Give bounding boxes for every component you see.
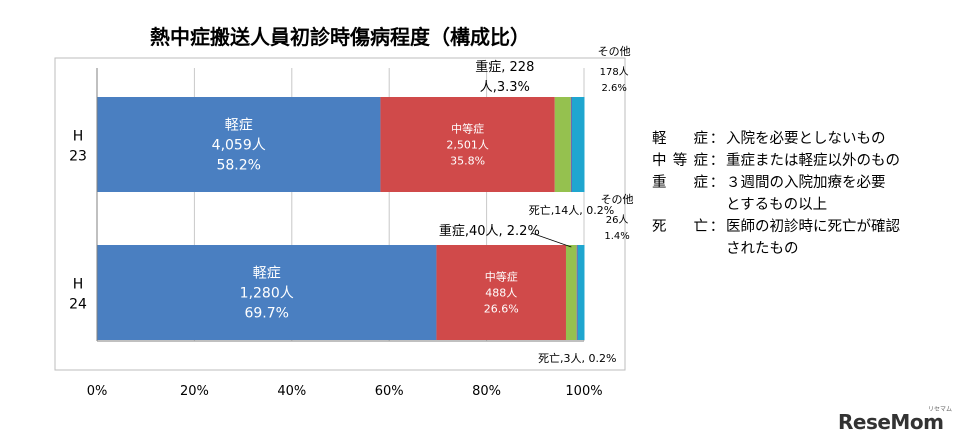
callout-label: 人,3.3% <box>480 80 530 95</box>
legend-row: 中等症：重症または軽症以外のもの <box>652 150 900 172</box>
legend-separator <box>708 238 726 260</box>
callout-label: 重症, 228 <box>475 59 534 75</box>
watermark-logo: ReseMom <box>838 410 944 434</box>
legend-row: とするもの以上 <box>652 194 900 216</box>
segment-label: 488人 <box>485 286 517 299</box>
legend-term: 死亡 <box>652 219 708 235</box>
bar-segment <box>97 97 381 192</box>
legend-row: 死亡：医師の初診時に死亡が確認 <box>652 216 900 238</box>
segment-label: 1,280人 <box>240 285 294 301</box>
callout-label: 1.4% <box>604 231 629 242</box>
definitions-legend: 軽症：入院を必要としないもの 中等症：重症または軽症以外のもの 重症： ３週間の入院加… <box>652 128 900 260</box>
data-labels: 軽症 4,059人 58.2% 中等症 2,501人 35.8% 軽症 1,280人 69.7%… <box>212 45 634 365</box>
callout-leader <box>531 232 572 248</box>
callout-label: 178人 <box>600 66 629 78</box>
legend-row: 重症： ３週間の入院加療を必要 <box>652 172 900 194</box>
legend-term: 重症 <box>652 175 708 191</box>
x-tick-label: 20% <box>180 384 209 399</box>
legend-term <box>652 238 708 260</box>
segment-label: 26.6% <box>484 302 519 315</box>
bar-segment <box>554 97 571 192</box>
bar-segment <box>97 245 437 340</box>
x-tick-label: 0% <box>87 384 108 399</box>
legend-term: 軽症 <box>652 131 708 147</box>
bar-segment <box>577 245 585 340</box>
segment-label: 中等症 <box>451 121 484 135</box>
category-label: 23 <box>69 149 87 165</box>
segment-label: 58.2% <box>216 157 260 173</box>
callout-label: 死亡,3人, 0.2% <box>538 351 616 365</box>
segment-label: 2,501人 <box>446 138 489 151</box>
x-tick-label: 100% <box>565 384 602 399</box>
callout-label: 2.6% <box>601 83 626 94</box>
legend-description: ３週間の入院加療を必要 <box>726 175 886 191</box>
legend-description: 重症または軽症以外のもの <box>726 153 900 169</box>
legend-description: されたもの <box>726 241 799 257</box>
legend-separator: ： <box>709 153 725 169</box>
bar-segment <box>570 97 573 192</box>
legend-separator: ： <box>709 131 725 147</box>
legend-description: 医師の初診時に死亡が確認 <box>726 219 900 235</box>
callout-label: 重症,40人, 2.2% <box>439 223 540 239</box>
segment-label: 中等症 <box>485 269 518 283</box>
segment-label: 35.8% <box>450 154 485 167</box>
bar-segment <box>436 245 566 340</box>
segment-label: 軽症 <box>253 265 281 281</box>
callout-label: 死亡,14人, 0.2% <box>529 203 614 217</box>
segment-label: 69.7% <box>244 305 288 321</box>
callout-label: その他 <box>601 193 634 206</box>
callout-label: 26人 <box>606 214 629 226</box>
bars <box>97 97 585 340</box>
plot-border <box>54 57 626 371</box>
legend-term: 中等症 <box>652 153 708 169</box>
chart-title: 熱中症搬送人員初診時傷病程度（構成比） <box>150 25 530 49</box>
legend-term <box>652 194 708 216</box>
category-label: 24 <box>69 297 87 313</box>
callout-label: その他 <box>598 45 631 58</box>
legend-description: とするもの以上 <box>726 197 828 213</box>
bar-segment <box>380 97 555 192</box>
watermark-sub: リセマム <box>928 406 953 413</box>
legend-separator: ： <box>709 219 725 235</box>
x-tick-label: 60% <box>375 384 404 399</box>
bar-segment <box>571 97 585 192</box>
x-tick-label: 80% <box>472 384 501 399</box>
x-tick-label: 40% <box>277 384 306 399</box>
segment-label: 軽症 <box>225 117 253 133</box>
legend-row: 軽症：入院を必要としないもの <box>652 128 900 150</box>
category-label: H <box>73 129 84 145</box>
bar-segment <box>565 245 577 340</box>
axes: 0% 20% 40% 60% 80% 100% H 23 H 24 <box>69 68 603 399</box>
segment-label: 4,059人 <box>212 137 266 153</box>
bar-segment <box>576 245 578 340</box>
legend-separator: ： <box>709 175 725 191</box>
legend-description: 入院を必要としないもの <box>726 131 886 147</box>
legend-separator <box>708 194 726 216</box>
category-label: H <box>73 277 84 293</box>
legend-row: されたもの <box>652 238 900 260</box>
